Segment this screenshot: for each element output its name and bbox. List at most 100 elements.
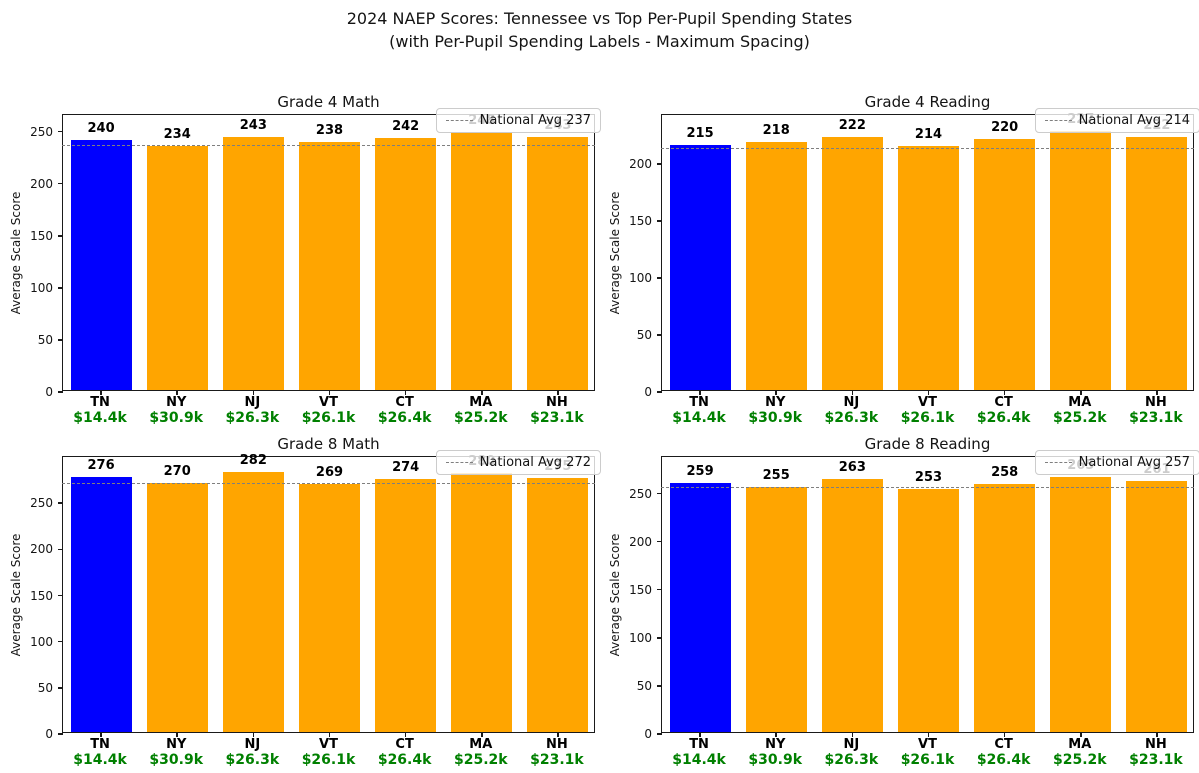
bar-CT xyxy=(375,138,437,390)
spending-label: $23.1k xyxy=(1129,410,1183,426)
bar-NY xyxy=(745,486,807,732)
x-category-MA: MA $25.2k xyxy=(443,395,519,427)
subplot-grade-4-reading: Grade 4 Reading Average Scale Score 0 50 1… xyxy=(599,85,1199,430)
state-label: CT xyxy=(395,395,414,410)
x-tick-mark xyxy=(328,390,331,395)
x-category-TN: TN $14.4k xyxy=(661,395,737,427)
bar-value-label: 258 xyxy=(991,464,1019,480)
plot-area: 050100150200250276270282269274280275Nati… xyxy=(30,450,601,741)
legend-dash-sample xyxy=(1044,462,1072,463)
y-tick-mark xyxy=(657,685,662,687)
state-label: MA xyxy=(469,737,493,752)
bar-NH xyxy=(1126,480,1188,732)
legend-dash-sample xyxy=(445,120,473,121)
y-tick-mark xyxy=(657,588,662,591)
x-axis-tick-labels: TN $14.4k NY $30.9k NJ $26.3k VT $26.1k CT $26.4k… xyxy=(661,737,1194,773)
x-category-VT: VT $26.1k xyxy=(290,737,366,769)
bar-value-label: 242 xyxy=(392,119,420,134)
state-label: VT xyxy=(319,395,338,410)
subplot-title: Grade 8 Math xyxy=(277,435,380,453)
legend-label: National Avg 237 xyxy=(479,113,591,128)
y-tick-label: 150 xyxy=(629,582,652,597)
spending-label: $30.9k xyxy=(149,410,203,426)
legend: National Avg 237 xyxy=(435,108,601,133)
bar-NH xyxy=(1126,136,1188,390)
x-category-NH: NH $23.1k xyxy=(1118,395,1194,427)
subplot-title: Grade 8 Reading xyxy=(864,435,991,453)
bar-MA xyxy=(451,131,513,390)
state-label: MA xyxy=(1068,737,1092,752)
spending-label: $23.1k xyxy=(1129,752,1183,768)
legend-label: National Avg 257 xyxy=(1078,455,1190,470)
x-category-TN: TN $14.4k xyxy=(62,395,138,427)
state-label: VT xyxy=(918,395,937,410)
y-tick-label: 0 xyxy=(45,727,53,741)
y-tick-label: 200 xyxy=(30,542,53,557)
spending-label: $25.2k xyxy=(453,410,508,426)
spending-label: $26.4k xyxy=(377,752,432,768)
national-avg-line xyxy=(62,145,595,147)
bar-value-label: 215 xyxy=(686,125,714,141)
figure-title: 2024 NAEP Scores: Tennessee vs Top Per-P… xyxy=(0,7,1199,53)
y-tick-mark xyxy=(58,502,63,504)
state-label: NH xyxy=(546,737,568,752)
x-tick-mark xyxy=(252,390,255,395)
state-label: NY xyxy=(166,395,187,410)
x-tick-mark xyxy=(328,732,331,737)
bar-NH xyxy=(527,136,589,390)
y-tick-mark xyxy=(58,287,63,289)
state-label: VT xyxy=(918,737,937,752)
y-tick-label: 100 xyxy=(30,634,53,649)
bar-MA xyxy=(1050,477,1112,732)
y-axis-label: Average Scale Score xyxy=(9,191,23,315)
state-label: MA xyxy=(469,395,493,410)
bar-value-label: 263 xyxy=(838,460,866,476)
spending-label: $26.1k xyxy=(900,410,955,426)
bar-value-label: 222 xyxy=(838,117,866,133)
bar-TN xyxy=(70,477,132,732)
y-tick-mark xyxy=(58,594,63,597)
bar-TN xyxy=(70,140,132,390)
subplot-title: Grade 4 Reading xyxy=(864,93,991,111)
x-tick-mark xyxy=(100,732,102,737)
state-label: NJ xyxy=(843,737,860,752)
x-tick-mark xyxy=(927,390,930,395)
bar-value-label: 259 xyxy=(686,463,714,479)
y-tick-mark xyxy=(657,540,662,543)
state-label: VT xyxy=(319,737,338,752)
x-tick-mark xyxy=(851,732,854,737)
y-tick-label: 0 xyxy=(644,727,652,741)
state-label: NJ xyxy=(244,737,261,752)
bar-value-label: 234 xyxy=(163,127,191,143)
state-label: CT xyxy=(994,737,1013,752)
bar-NJ xyxy=(222,136,284,390)
x-category-MA: MA $25.2k xyxy=(443,737,519,769)
x-category-CT: CT $26.4k xyxy=(367,737,443,769)
y-tick-mark xyxy=(58,548,63,551)
x-category-VT: VT $26.1k xyxy=(889,395,965,427)
x-tick-mark xyxy=(1003,390,1006,395)
y-tick-label: 250 xyxy=(629,486,652,501)
legend: National Avg 257 xyxy=(1034,450,1199,475)
y-tick-label: 200 xyxy=(30,176,53,191)
x-tick-mark xyxy=(1156,390,1158,395)
state-label: NH xyxy=(1145,737,1167,752)
y-axis-label: Average Scale Score xyxy=(608,191,622,315)
x-category-VT: VT $26.1k xyxy=(889,737,965,769)
y-tick-mark xyxy=(58,130,63,133)
figure-title-line2: (with Per-Pupil Spending Labels - Maximu… xyxy=(389,32,810,51)
spending-label: $14.4k xyxy=(672,752,726,768)
y-tick-mark xyxy=(58,640,63,643)
bar-VT xyxy=(299,483,360,732)
y-tick-mark xyxy=(657,220,662,222)
bar-MA xyxy=(1050,131,1112,390)
bar-NY xyxy=(745,141,807,390)
x-tick-mark xyxy=(699,390,701,395)
y-tick-mark xyxy=(657,637,662,639)
y-tick-label: 150 xyxy=(629,214,652,228)
state-label: NY xyxy=(765,737,786,752)
spending-label: $26.3k xyxy=(824,410,879,426)
spending-label: $23.1k xyxy=(530,410,584,426)
bar-NJ xyxy=(821,479,883,732)
